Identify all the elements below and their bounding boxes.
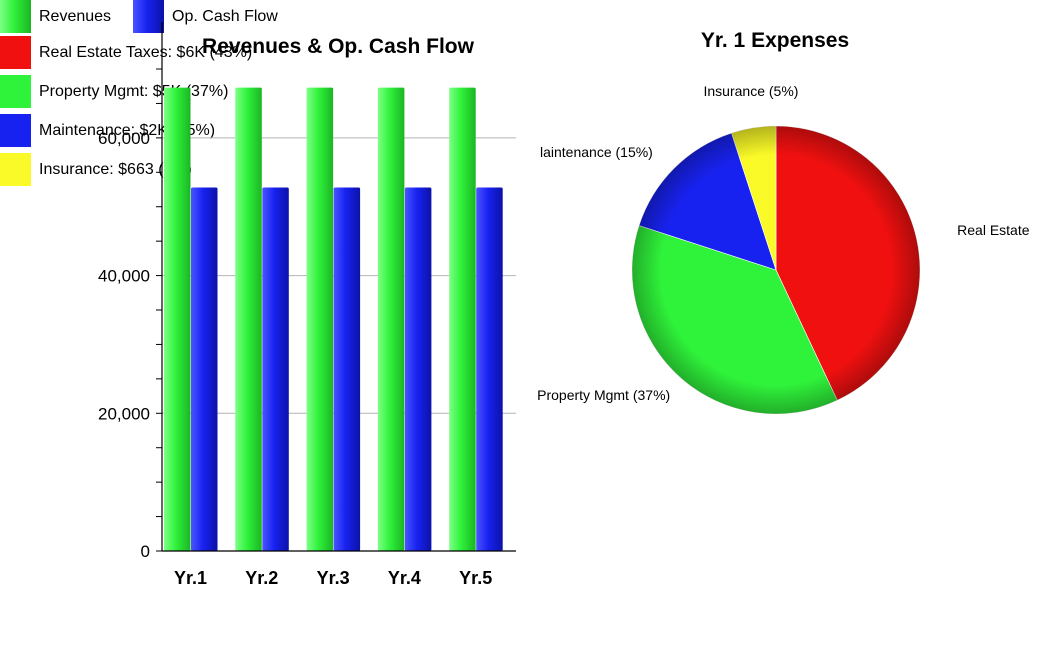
pie-slice-label: Insurance (5%) [704, 83, 799, 99]
bar-op-cash-flow-3 [333, 187, 361, 551]
bar-op-cash-flow-5 [476, 187, 503, 551]
bar-op-cash-flow-2 [262, 187, 289, 551]
bar-chart-legend: Revenues Op. Cash Flow [0, 0, 1051, 33]
expenses-pie-chart: Yr. 1 Expenses Real Estate Property Mgmt … [537, 29, 1030, 415]
pie-slice-label: Property Mgmt (37%) [537, 387, 670, 403]
bar-revenues-2 [235, 87, 262, 552]
x-category-label: Yr.1 [174, 568, 207, 588]
pie-shading [632, 126, 920, 414]
bar-revenues-4 [377, 87, 405, 552]
bar-revenues-1 [164, 87, 191, 552]
legend-label-insurance: Insurance: $663 (5%) [39, 160, 192, 178]
y-tick-label: 40,000 [98, 267, 150, 286]
y-tick-label: 20,000 [98, 404, 150, 423]
y-tick-label: 60,000 [98, 129, 150, 148]
pie-chart-title: Yr. 1 Expenses [701, 29, 849, 52]
pie-slice-label: Real Estate [957, 222, 1030, 238]
x-category-label: Yr.3 [317, 568, 350, 588]
legend-swatch-op-cash-flow [133, 0, 165, 33]
legend-label-op-cash-flow: Op. Cash Flow [172, 7, 278, 25]
bar-op-cash-flow-1 [191, 187, 218, 551]
legend-label-revenues: Revenues [39, 7, 112, 25]
bar-op-cash-flow-4 [404, 187, 432, 551]
bar-chart-title: Revenues & Op. Cash Flow [202, 35, 475, 58]
legend-item-real-estate-taxes: Real Estate Taxes: $6K (43%) [0, 33, 1051, 72]
legend-label-real-estate-taxes: Real Estate Taxes: $6K (43%) [39, 43, 253, 61]
legend-swatch-real-estate-taxes [0, 36, 31, 69]
legend-swatch-insurance [0, 153, 31, 186]
pie-slice-label: laintenance (15%) [540, 144, 653, 160]
legend-item-insurance: Insurance: $663 (5%) [0, 150, 1051, 189]
x-category-label: Yr.5 [459, 568, 492, 588]
legend-swatch-property-mgmt [0, 75, 31, 108]
legend-item-op-cash-flow: Op. Cash Flow [133, 0, 278, 33]
bar-revenues-3 [306, 87, 334, 552]
legend-swatch-maintenance [0, 114, 31, 147]
bar-revenues-5 [449, 87, 476, 552]
x-category-label: Yr.4 [388, 568, 421, 588]
legend-item-revenues: Revenues [0, 0, 111, 33]
revenue-cashflow-bar-chart: Revenues & Op. Cash Flow 0 20,000 40,000 60… [98, 22, 516, 588]
legend-swatch-revenues [0, 0, 31, 33]
x-category-label: Yr.2 [245, 568, 278, 588]
y-tick-label: 0 [141, 542, 150, 561]
